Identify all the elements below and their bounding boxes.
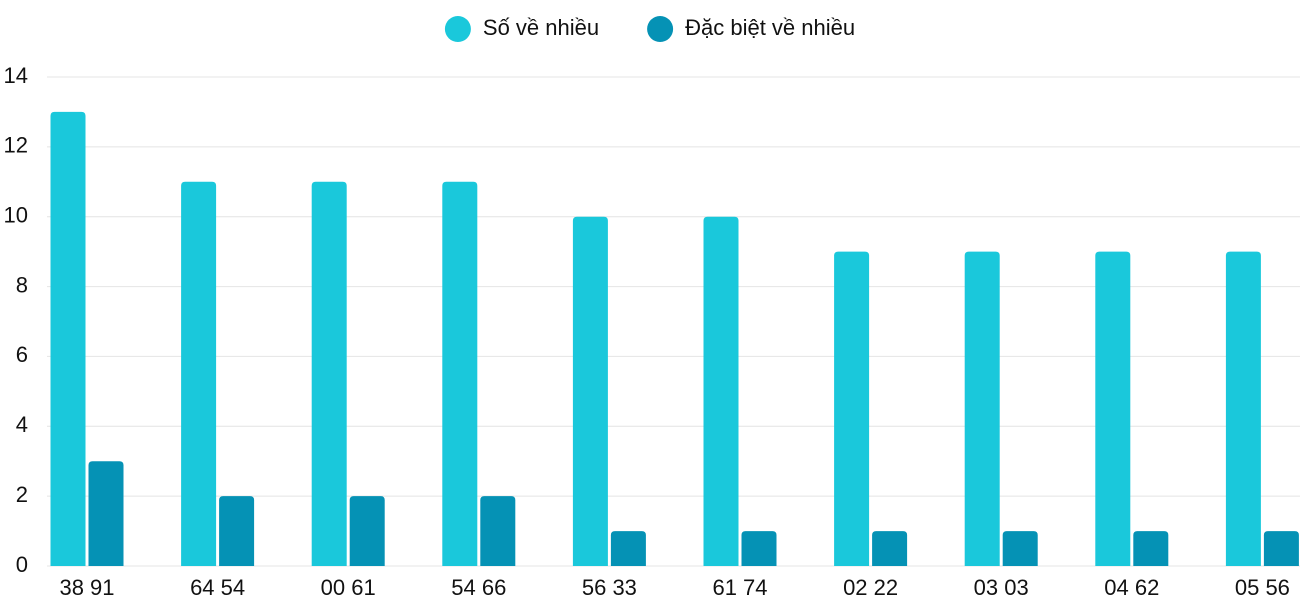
y-tick-label: 6	[16, 342, 28, 367]
bar	[1263, 531, 1299, 566]
x-tick-label: 38 91	[59, 575, 114, 600]
x-tick-label: 03 03	[974, 575, 1029, 600]
bar	[1002, 531, 1038, 566]
legend-marker	[444, 16, 471, 42]
y-tick-label: 2	[16, 482, 28, 507]
y-tick-label: 0	[16, 552, 28, 577]
bar	[741, 531, 777, 566]
bar	[610, 531, 646, 566]
legend-label: Số về nhiều	[483, 15, 599, 40]
bar	[1133, 531, 1169, 566]
bar	[349, 496, 385, 566]
x-tick-label: 64 54	[190, 575, 245, 600]
bar	[872, 531, 908, 566]
x-tick-label: 05 56	[1235, 575, 1290, 600]
x-tick-label: 56 33	[582, 575, 637, 600]
bar	[50, 111, 86, 566]
legend-marker	[647, 16, 674, 42]
legend-label: Đặc biệt về nhiều	[685, 15, 855, 40]
bar	[311, 181, 347, 567]
bar	[442, 181, 478, 567]
bar	[572, 216, 608, 566]
bar	[88, 461, 124, 566]
bar	[964, 251, 1000, 566]
y-tick-label: 10	[4, 203, 28, 228]
bar	[219, 496, 255, 566]
y-tick-label: 14	[4, 63, 28, 88]
x-tick-label: 04 62	[1104, 575, 1159, 600]
x-tick-label: 02 22	[843, 575, 898, 600]
x-tick-label: 54 66	[451, 575, 506, 600]
x-tick-label: 00 61	[321, 575, 376, 600]
bar	[1225, 251, 1261, 566]
bar	[703, 216, 739, 566]
bar	[1095, 251, 1131, 566]
bar	[480, 496, 516, 566]
y-tick-label: 4	[16, 412, 28, 437]
bar	[834, 251, 870, 566]
y-tick-label: 8	[16, 272, 28, 297]
y-tick-label: 12	[4, 133, 28, 158]
legend: Số về nhiều Đặc biệt về nhiều	[444, 15, 855, 42]
bar	[181, 181, 217, 567]
x-tick-label: 61 74	[712, 575, 767, 600]
